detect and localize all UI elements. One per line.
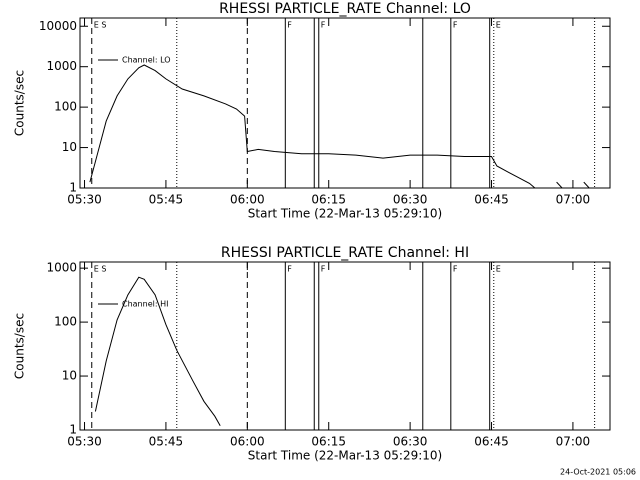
event-label: E S [94,265,107,274]
x-tick-label: 06:45 [474,193,509,207]
legend-label: Channel: LO [122,56,171,65]
x-tick-label: 07:00 [556,435,591,449]
footer: 24-Oct-2021 05:06 [560,468,636,477]
y-tick-label: 1 [69,423,77,437]
event-label: E S [94,21,107,30]
y-tick-label: 1000 [46,59,77,73]
y-tick-label: 10 [62,140,77,154]
x-axis-label: Start Time (22-Mar-13 05:29:10) [248,449,442,463]
x-tick-label: 05:30 [67,435,102,449]
event-label: F [321,21,326,30]
x-axis-label: Start Time (22-Mar-13 05:29:10) [248,207,442,221]
plot-frame [79,17,611,189]
x-tick-label: 06:00 [230,435,265,449]
x-tick-label: 06:15 [311,193,346,207]
event-label: E [496,21,501,30]
x-tick-label: 06:45 [474,435,509,449]
y-axis-label: Counts/sec [13,70,27,136]
series-line [89,64,590,189]
y-tick-label: 10 [62,369,77,383]
x-tick-label: 06:30 [393,193,428,207]
event-label: F [287,21,292,30]
chart-title: RHESSI PARTICLE_RATE Channel: HI [221,245,469,261]
x-tick-label: 06:15 [311,435,346,449]
event-label: F [287,265,292,274]
y-tick-label: 100 [54,100,77,114]
chart-title: RHESSI PARTICLE_RATE Channel: LO [219,1,471,17]
event-label: F [453,265,458,274]
legend-label: Channel: HI [122,300,168,309]
x-tick-label: 05:45 [149,435,184,449]
y-tick-label: 100 [54,315,77,329]
x-tick-label: 05:45 [149,193,184,207]
x-tick-label: 06:30 [393,435,428,449]
x-tick-label: 07:00 [556,193,591,207]
event-label: F [453,21,458,30]
x-tick-label: 05:30 [67,193,102,207]
y-tick-label: 1000 [46,261,77,275]
x-tick-label: 06:00 [230,193,265,207]
y-tick-label: 1 [69,181,77,195]
event-label: F [321,265,326,274]
y-tick-label: 10000 [39,19,77,33]
plot-frame [79,261,611,431]
y-axis-label: Counts/sec [13,313,27,379]
event-label: E [496,265,501,274]
